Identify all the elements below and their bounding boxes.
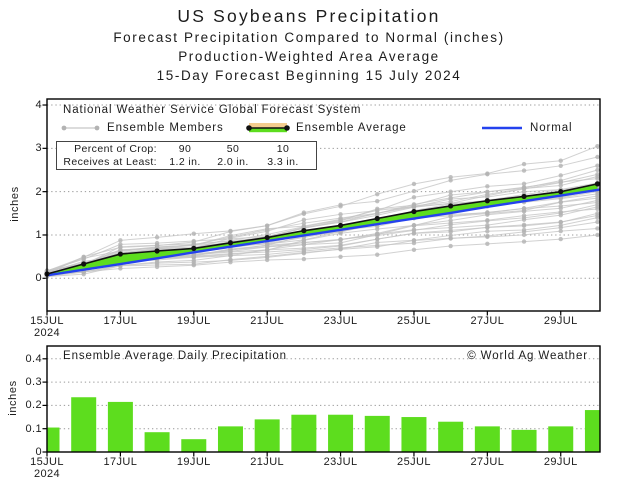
bottom-x-tick-label: 21JUL (250, 456, 285, 468)
daily-precip-bar (144, 432, 170, 452)
daily-precip-bar (438, 421, 464, 452)
crop-probability-row-percent: Percent of Crop: 90 50 10 (57, 143, 316, 156)
bottom-y-tick-label: 0.1 (25, 422, 42, 435)
main-forecast-chart (42, 98, 601, 316)
daily-precip-bar (107, 401, 133, 452)
main-x-tick-label: 21JUL (250, 315, 285, 327)
bottom-y-tick-label: 0.3 (25, 376, 42, 389)
daily-precip-bar (181, 439, 207, 452)
daily-precip-bar (217, 426, 243, 452)
main-y-axis-label: inches (9, 186, 21, 222)
daily-precip-bar-chart (42, 345, 601, 457)
daily-precip-bar (548, 426, 574, 452)
crop-percent-10: 10 (276, 142, 290, 155)
daily-precip-bar (474, 426, 500, 452)
bottom-x-tick-label: 19JUL (176, 456, 211, 468)
daily-precip-bar (364, 415, 390, 452)
crop-percent-50: 50 (226, 142, 240, 155)
daily-precip-bar (291, 414, 317, 452)
main-x-tick-label: 29JUL (543, 315, 578, 327)
daily-precip-bar (47, 427, 60, 452)
bottom-x-tick-label: 17JUL (103, 456, 138, 468)
legend-glyphs (61, 123, 522, 133)
crop-amount-50: 2.0 in. (217, 155, 249, 168)
page-title: US Soybeans Precipitation (177, 6, 441, 26)
legend-normal-label: Normal (530, 122, 573, 134)
crop-probability-row-amount: Receives at Least: 1.2 in. 2.0 in. 3.3 i… (57, 156, 316, 169)
copyright-credit: © World Ag Weather (467, 350, 588, 362)
main-x-tick-label: 17JUL (103, 315, 138, 327)
bottom-x-axis-year-label: 2024 (33, 468, 61, 480)
crop-percent-label: Percent of Crop: (74, 142, 157, 155)
bottom-x-tick-label: 29JUL (543, 456, 578, 468)
daily-precip-bar (401, 417, 427, 452)
main-y-tick-label: 2 (35, 185, 42, 198)
bottom-y-tick-label: 0.4 (25, 352, 42, 365)
bottom-y-tick-label: 0.2 (25, 399, 42, 412)
subtitle-comparison: Forecast Precipitation Compared to Norma… (113, 30, 505, 45)
main-x-tick-label: 27JUL (470, 315, 505, 327)
crop-probability-table: Percent of Crop: 90 50 10 Receives at Le… (56, 141, 317, 170)
main-x-tick-label: 25JUL (397, 315, 431, 327)
main-x-axis-year-label: 2024 (33, 327, 61, 339)
crop-amount-10: 3.3 in. (267, 155, 299, 168)
legend-ensemble-average-label: Ensemble Average (296, 122, 407, 134)
bottom-chart-title: Ensemble Average Daily Precipitation (63, 350, 287, 362)
daily-precip-bar (511, 429, 537, 452)
main-y-tick-label: 1 (35, 228, 42, 241)
main-y-tick-label: 3 (35, 142, 42, 155)
subtitle-forecast-period: 15-Day Forecast Beginning 15 July 2024 (156, 68, 462, 83)
main-x-tick-label: 23JUL (323, 315, 358, 327)
bottom-x-tick-label: 15JUL (30, 456, 64, 468)
bottom-y-tick-label: 0 (35, 446, 42, 458)
bottom-x-tick-label: 27JUL (470, 456, 505, 468)
main-y-tick-label: 0 (35, 272, 42, 285)
main-x-tick-label: 19JUL (176, 315, 211, 327)
crop-amount-90: 1.2 in. (169, 155, 201, 168)
crop-receives-label: Receives at Least: (63, 155, 157, 168)
daily-precip-bar (254, 419, 280, 452)
legend-ensemble-members-label: Ensemble Members (107, 122, 224, 134)
bottom-x-tick-label: 23JUL (323, 456, 358, 468)
main-y-tick-label: 4 (35, 99, 42, 112)
legend-system-title: National Weather Service Global Forecast… (63, 104, 362, 116)
daily-precip-bar (328, 414, 354, 452)
main-x-tick-label: 15JUL (30, 315, 64, 327)
daily-precip-bar (584, 410, 600, 452)
crop-percent-90: 90 (178, 142, 192, 155)
subtitle-area-average: Production-Weighted Area Average (178, 49, 440, 64)
daily-precip-bar (71, 397, 97, 452)
bottom-x-tick-label: 25JUL (397, 456, 431, 468)
